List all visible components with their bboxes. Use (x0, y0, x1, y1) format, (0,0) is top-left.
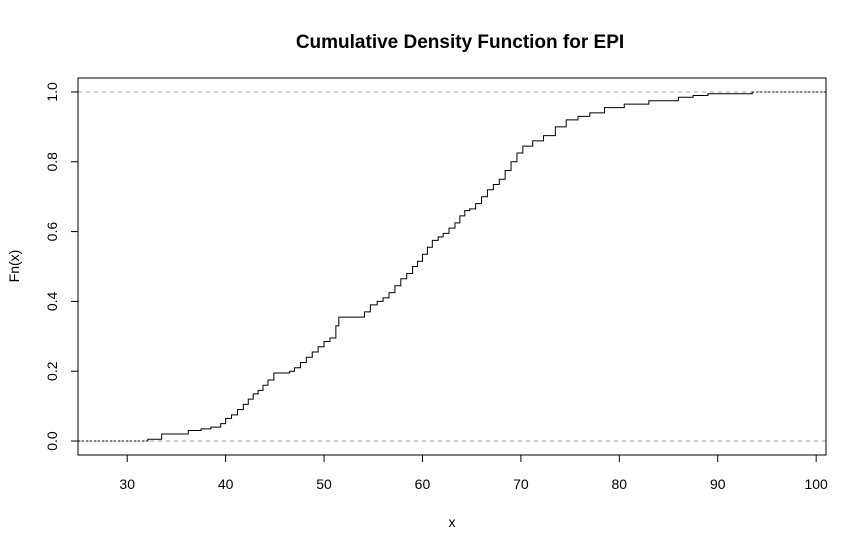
x-tick-label: 30 (119, 476, 135, 492)
y-tick-label: 0.6 (44, 222, 60, 242)
x-tick-label: 90 (710, 476, 726, 492)
x-tick-label: 50 (316, 476, 332, 492)
x-tick-label: 80 (612, 476, 628, 492)
y-tick-label: 0.8 (44, 152, 60, 172)
cdf-step-line-0 (147, 91, 753, 442)
y-tick-label: 0.0 (44, 431, 60, 451)
y-axis: 0.0 0.2 0.4 0.6 0.8 1.0 (44, 82, 78, 451)
y-tick-label: 0.4 (44, 291, 60, 311)
cdf-series (78, 91, 826, 442)
x-axis: 30 40 50 60 70 80 90 100 (119, 455, 828, 492)
reference-lines (78, 91, 826, 442)
x-tick-label: 60 (415, 476, 431, 492)
y-tick-label: 1.0 (44, 82, 60, 102)
y-tick-label: 0.2 (44, 361, 60, 381)
x-tick-label: 70 (513, 476, 529, 492)
x-tick-label: 100 (804, 476, 828, 492)
y-axis-label: Fn(x) (6, 250, 22, 283)
chart-title: Cumulative Density Function for EPI (296, 32, 624, 53)
plot-frame (77, 77, 827, 456)
x-tick-label: 40 (218, 476, 234, 492)
x-axis-label: x (449, 514, 456, 530)
